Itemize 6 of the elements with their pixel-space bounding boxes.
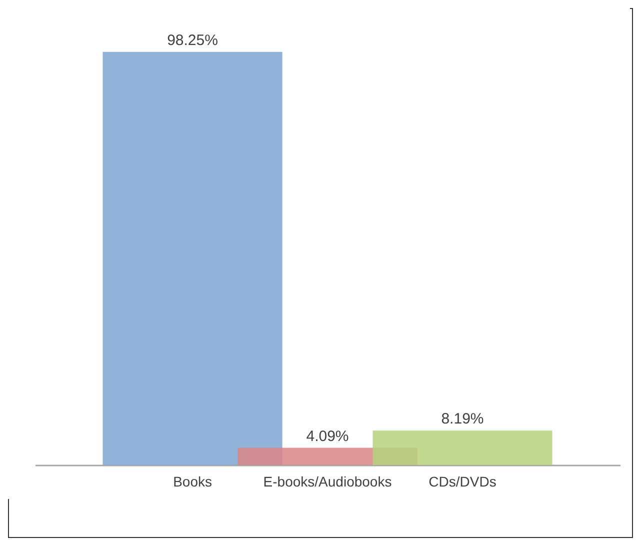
x-tick-label: Books [173,474,212,490]
x-tick-label: E-books/Audiobooks [263,474,392,490]
data-label: 8.19% [441,410,484,428]
data-label: 98.25% [167,32,218,49]
data-label: 4.09% [306,428,349,445]
x-tick-label: CDs/DVDs [428,474,496,490]
